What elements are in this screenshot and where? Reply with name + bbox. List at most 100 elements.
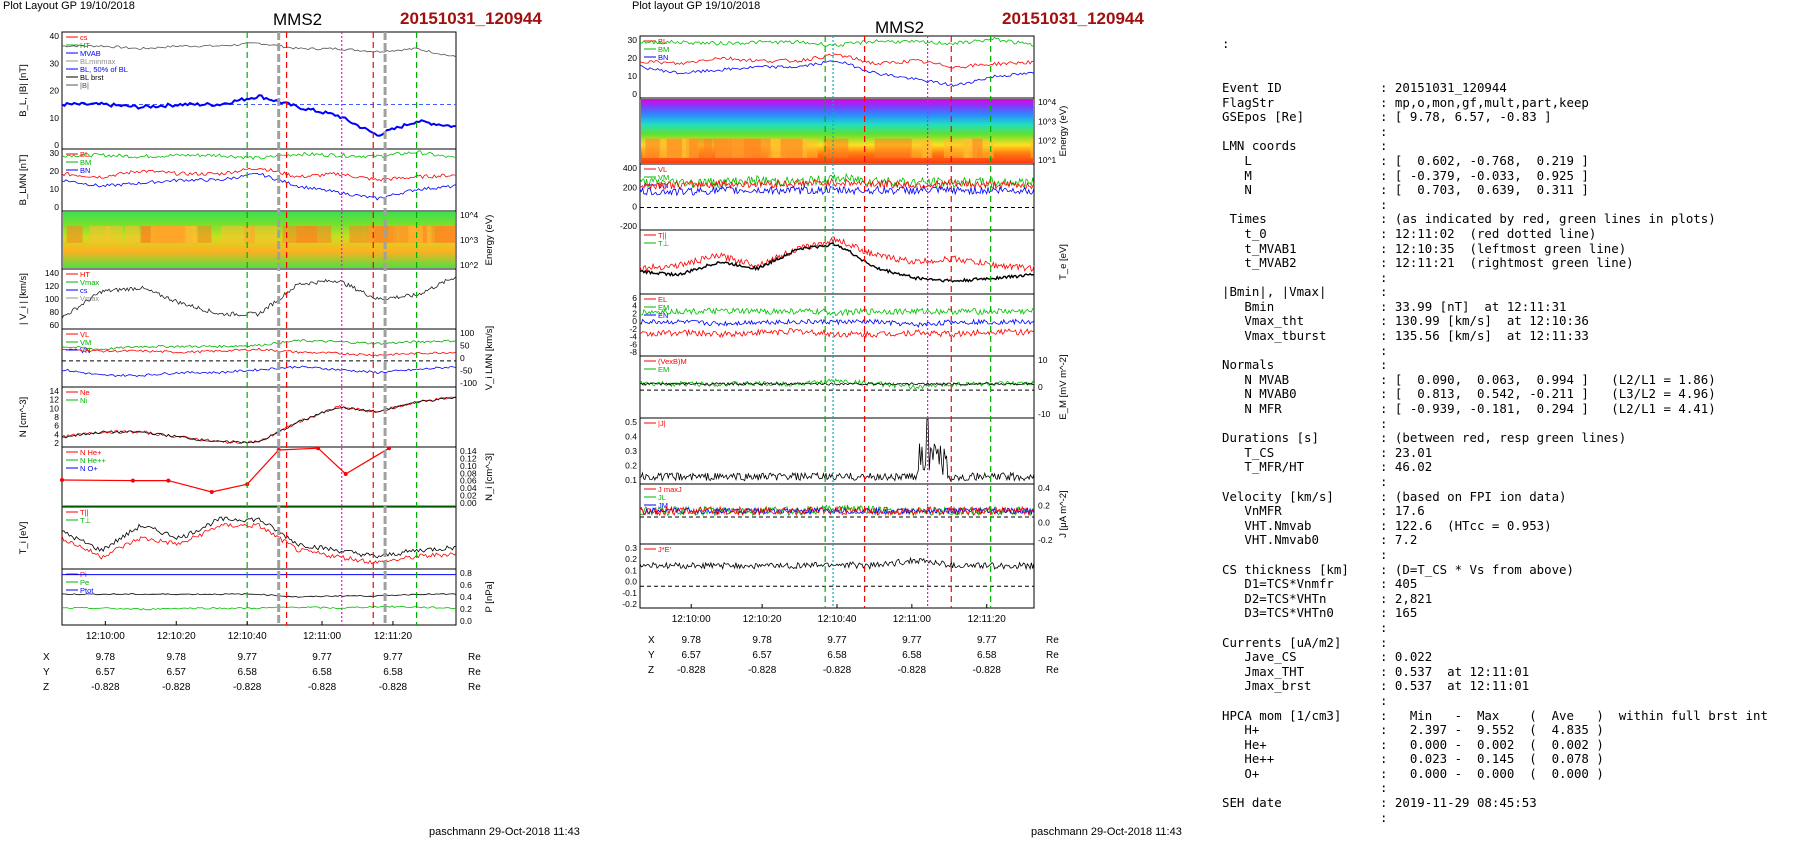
axis-label: Energy (eV) bbox=[1058, 106, 1069, 157]
coord-value: 9.78 bbox=[167, 652, 187, 663]
axis-label: P [nPa] bbox=[484, 582, 495, 613]
summary-value: : bbox=[1380, 342, 1388, 358]
summary-key: N MFR bbox=[1222, 401, 1282, 417]
tick-label: 10^2 bbox=[460, 260, 478, 270]
tick-label: 10^1 bbox=[1038, 155, 1056, 165]
summary-value: : [ 0.602, -0.768, 0.219 ] bbox=[1380, 152, 1589, 168]
summary-row: VnMFR: 17.6 bbox=[1222, 503, 1802, 519]
summary-key: H+ bbox=[1222, 722, 1260, 738]
left-event-title: 20151031_120944 bbox=[400, 9, 542, 28]
tick-label: -8 bbox=[629, 347, 637, 357]
legend-entry: BM bbox=[658, 45, 669, 54]
tick-label: 0.6 bbox=[460, 580, 472, 590]
coord-value: 9.78 bbox=[96, 652, 116, 663]
pi-trace bbox=[61, 605, 457, 611]
tick-label: 0.4 bbox=[1038, 483, 1050, 493]
legend-entry: VN bbox=[80, 346, 90, 355]
left-footer: paschmann 29-Oct-2018 11:43 bbox=[429, 826, 580, 838]
summary-row: Currents [uA/m2]: bbox=[1222, 634, 1802, 651]
em-trace bbox=[639, 378, 1035, 390]
spectrogram-patch bbox=[666, 138, 683, 158]
coord-value: -0.828 bbox=[233, 682, 262, 693]
right-event-title: 20151031_120944 bbox=[1002, 9, 1144, 28]
coord-value: 6.58 bbox=[902, 650, 922, 661]
he-plus-plus-point bbox=[387, 446, 392, 451]
coord-unit: Re bbox=[468, 667, 481, 678]
tick-label: 0.04 bbox=[460, 483, 477, 493]
legend-entry: J*E' bbox=[658, 545, 672, 554]
tick-label: 200 bbox=[623, 182, 637, 192]
coord-label: Y bbox=[648, 650, 655, 661]
tick-label: 0.0 bbox=[1038, 518, 1050, 528]
summary-value: : 165 bbox=[1380, 605, 1418, 621]
coord-unit: Re bbox=[468, 652, 481, 663]
te-perp-trace bbox=[639, 242, 1035, 283]
axis-label: V_i LMN [km/s] bbox=[484, 326, 495, 390]
tperp-trace bbox=[61, 516, 457, 559]
right-footer: paschmann 29-Oct-2018 11:43 bbox=[1031, 826, 1182, 838]
tick-label: 8 bbox=[54, 412, 59, 422]
tick-label: -200 bbox=[620, 221, 637, 231]
spectrogram-patch bbox=[704, 138, 731, 158]
tick-label: 10 bbox=[1038, 355, 1048, 365]
summary-key: t_MVAB1 bbox=[1222, 240, 1297, 256]
summary-key: FlagStr bbox=[1222, 94, 1275, 110]
summary-value: : bbox=[1380, 196, 1388, 212]
coord-label: Z bbox=[648, 665, 654, 676]
summary-value: : Min - Max ( Ave ) within full brst int bbox=[1380, 707, 1768, 723]
summary-key: N MVAB0 bbox=[1222, 386, 1297, 402]
legend-entry: N O+ bbox=[80, 464, 98, 473]
summary-key: M bbox=[1222, 167, 1252, 183]
legend-entry: EM bbox=[658, 303, 669, 312]
tick-label: 0.2 bbox=[1038, 500, 1050, 510]
legend-entry: BL, 50% of BL bbox=[80, 65, 128, 74]
tick-label: 50 bbox=[460, 341, 470, 351]
summary-row: Velocity [km/s]: (based on FPI ion data) bbox=[1222, 489, 1802, 505]
bl-trace bbox=[61, 94, 456, 137]
summary-value: : [ 0.813, 0.542, -0.211 ] (L3/L2 = 4.96… bbox=[1380, 386, 1716, 402]
summary-value: : 17.6 bbox=[1380, 503, 1425, 519]
tick-label: 0.2 bbox=[625, 554, 637, 564]
bl-component-trace bbox=[639, 60, 1035, 87]
tick-label: 2 bbox=[54, 438, 59, 448]
he-plus-plus-point bbox=[209, 490, 214, 494]
axis-label: N_i [cm^-3] bbox=[484, 453, 495, 501]
summary-key: CS thickness [km] bbox=[1222, 561, 1349, 577]
summary-value: : bbox=[1380, 809, 1388, 825]
summary-row: N MFR: [ -0.939, -0.181, 0.294 ] (L2/L1 … bbox=[1222, 401, 1802, 417]
coord-unit: Re bbox=[1046, 650, 1059, 661]
btotal-trace bbox=[61, 42, 457, 58]
summary-key: Jave_CS bbox=[1222, 649, 1297, 665]
summary-value: : bbox=[1380, 634, 1388, 650]
spectrogram-patch bbox=[943, 138, 970, 158]
axis-label: T_e [eV] bbox=[1058, 244, 1069, 280]
coord-value: 9.77 bbox=[383, 652, 403, 663]
legend-entry: BL brst bbox=[80, 73, 104, 82]
tick-label: 10 bbox=[50, 184, 60, 194]
te-par-trace bbox=[639, 236, 1035, 273]
bm-trace bbox=[639, 36, 1035, 47]
tick-label: 6 bbox=[632, 293, 637, 303]
summary-value: : 7.2 bbox=[1380, 532, 1418, 548]
ni-trace bbox=[61, 396, 457, 444]
he-plus-plus-point bbox=[130, 478, 135, 483]
spectrogram-patch bbox=[150, 226, 196, 243]
legend-entry: BLminmax bbox=[80, 57, 116, 66]
legend-entry: Ptot bbox=[80, 586, 94, 595]
summary-value: : 2019-11-29 08:45:53 bbox=[1380, 795, 1537, 811]
tick-label: 0.14 bbox=[460, 446, 477, 456]
tick-label: 20 bbox=[50, 166, 60, 176]
summary-key: Durations [s] bbox=[1222, 430, 1319, 446]
coord-unit: Re bbox=[1046, 635, 1059, 646]
summary-value: : 0.022 bbox=[1380, 649, 1433, 665]
panel-frame bbox=[61, 31, 457, 150]
spectrogram-patch bbox=[196, 226, 212, 243]
legend-entry: VM bbox=[658, 173, 669, 182]
legend-entry: cs bbox=[80, 33, 88, 42]
summary-value: : bbox=[1380, 692, 1388, 708]
spectrogram-patch bbox=[972, 138, 983, 158]
vn-trace bbox=[61, 365, 457, 377]
